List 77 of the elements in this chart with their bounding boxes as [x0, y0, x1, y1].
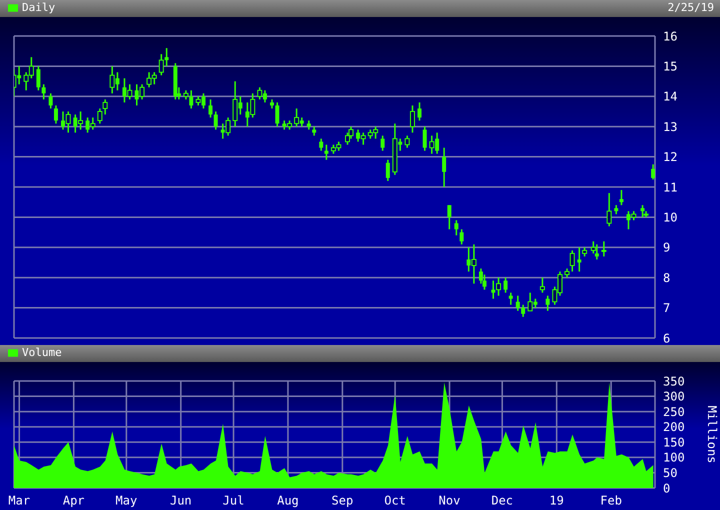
- candlestick: [17, 65, 22, 86]
- x-tick-label: Feb: [600, 494, 622, 508]
- x-tick-label: May: [116, 494, 138, 508]
- candlestick: [442, 146, 446, 188]
- candlestick: [54, 104, 58, 124]
- y-tick-label: 6: [663, 331, 670, 346]
- legend-label: Volume: [22, 346, 62, 359]
- y-tick-label: 8: [663, 270, 670, 285]
- candlestick: [275, 102, 280, 128]
- candlestick: [582, 246, 588, 258]
- candlestick: [380, 134, 385, 152]
- candlestick: [386, 159, 390, 182]
- candlestick: [460, 228, 464, 246]
- x-tick-label: Aug: [277, 494, 299, 508]
- y-tick-label: 10: [663, 210, 678, 224]
- candlestick: [504, 276, 508, 294]
- candlestick: [312, 126, 316, 136]
- candlestick: [640, 204, 645, 218]
- x-tick-label: Nov: [438, 494, 460, 508]
- x-tick-label: Oct: [384, 494, 406, 508]
- x-tick-label: Sep: [332, 494, 354, 508]
- candlestick: [601, 240, 606, 258]
- y-tick-label: 200: [663, 420, 685, 434]
- candlestick: [619, 189, 624, 206]
- x-tick-label: 19: [549, 494, 564, 508]
- y-tick-label: 14: [663, 90, 678, 104]
- y-axis-title: Millions: [705, 406, 719, 464]
- candlestick: [319, 138, 324, 152]
- candlestick: [606, 192, 612, 228]
- y-tick-label: 11: [663, 180, 678, 194]
- candlestick: [447, 204, 452, 230]
- candlestick: [422, 126, 427, 152]
- text: 2/25/19: [668, 1, 714, 14]
- y-tick-label: 50: [663, 466, 678, 480]
- candlestick: [208, 98, 213, 118]
- candlestick: [521, 304, 526, 318]
- candlestick: [404, 134, 410, 148]
- candlestick: [570, 250, 575, 272]
- candlestick: [306, 120, 311, 130]
- y-tick-label: 12: [663, 150, 678, 164]
- candlestick: [540, 276, 545, 294]
- legend-label: Daily: [22, 1, 56, 14]
- y-tick-label: 7: [663, 301, 670, 316]
- y-tick-label: 100: [663, 450, 685, 465]
- y-tick-label: 350: [663, 374, 685, 388]
- y-tick-label: 13: [663, 120, 678, 134]
- candlestick: [410, 104, 415, 134]
- candlestick: [270, 98, 274, 110]
- candlestick: [614, 204, 618, 215]
- candlestick: [48, 92, 53, 110]
- candlestick: [564, 268, 570, 278]
- candlestick: [214, 110, 218, 130]
- x-tick-label: Jul: [222, 494, 244, 508]
- candlestick: [102, 98, 108, 116]
- y-tick-label: 0: [663, 481, 670, 496]
- x-tick-label: Apr: [62, 494, 85, 508]
- x-tick-label: Dec: [491, 494, 514, 508]
- y-tick-label: 150: [663, 435, 685, 450]
- candlestick: [651, 164, 655, 180]
- candlestick: [546, 294, 550, 312]
- candlestick: [97, 108, 102, 124]
- candlestick: [577, 246, 582, 272]
- y-tick-label: 16: [663, 29, 678, 44]
- x-tick-label: Mar: [8, 494, 30, 508]
- y-tick-label: 250: [663, 404, 685, 419]
- candlestick: [36, 65, 40, 92]
- x-tick-label: Jun: [170, 494, 192, 508]
- y-tick-label: 15: [663, 59, 678, 74]
- candlestick: [324, 144, 328, 161]
- candlestick: [516, 294, 520, 312]
- candlestick: [42, 84, 46, 100]
- candlestick: [594, 244, 599, 260]
- candlestick: [508, 292, 513, 306]
- y-tick-label: 9: [663, 240, 670, 255]
- candlestick: [418, 102, 422, 122]
- candlestick: [454, 219, 458, 236]
- y-tick-label: 300: [663, 390, 685, 404]
